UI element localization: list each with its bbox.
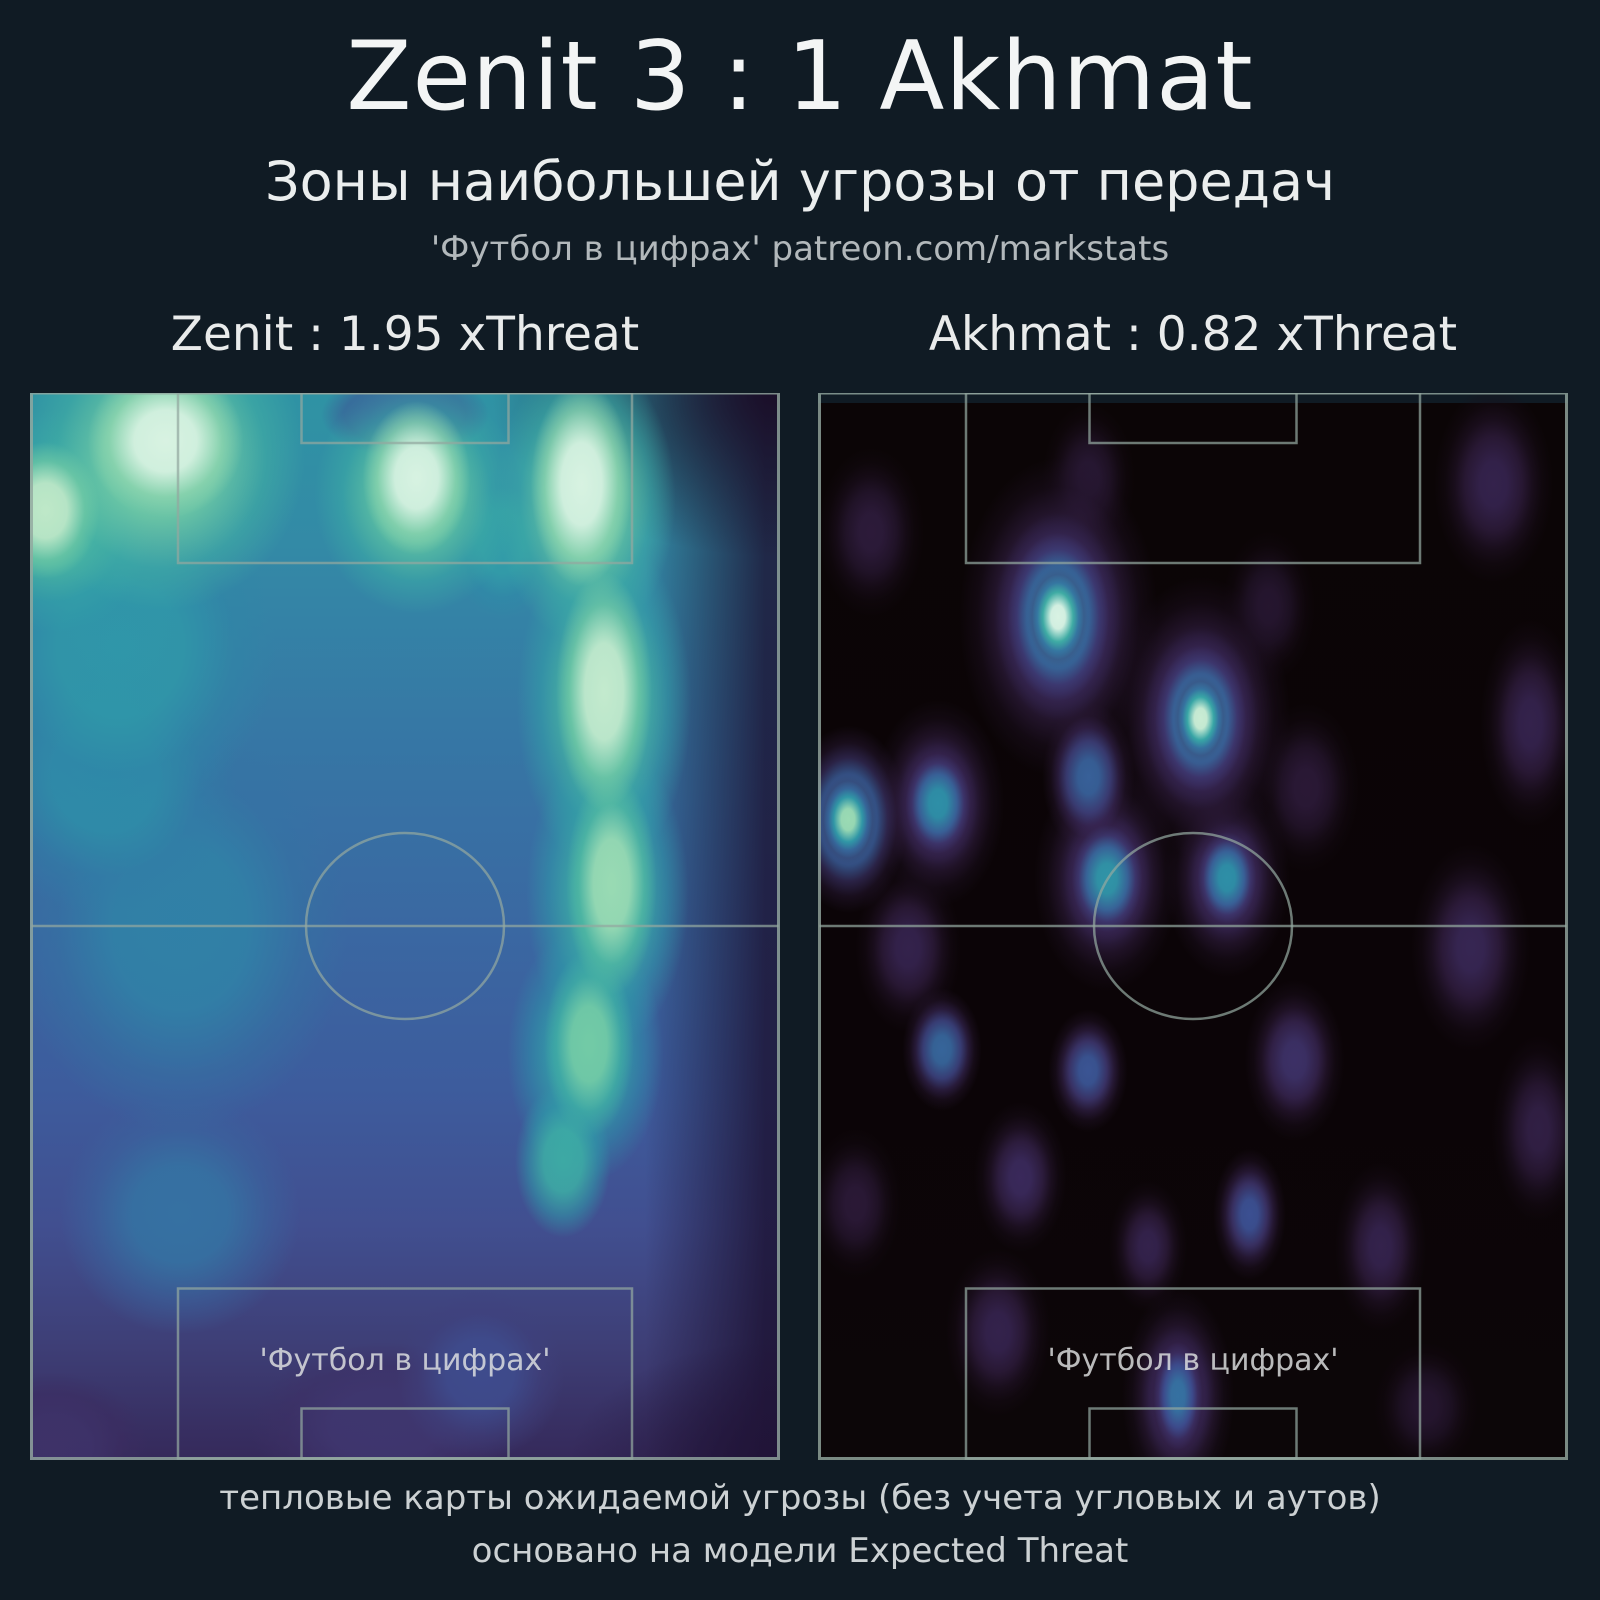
six-yard-box-bottom — [300, 1407, 510, 1460]
match-title: Zenit 3 : 1 Akhmat — [346, 22, 1254, 132]
penalty-box-top — [176, 393, 634, 565]
six-yard-box-top — [1088, 393, 1298, 445]
watermark-zenit: 'Футбол в цифрах' — [259, 1343, 551, 1378]
footer-note-2: основано на модели Expected Threat — [471, 1531, 1129, 1571]
penalty-box-top — [964, 393, 1422, 565]
pitch-lines-zenit — [30, 393, 780, 1460]
panel-title-zenit: Zenit : 1.95 xThreat — [170, 307, 640, 362]
pitch-zenit: 'Футбол в цифрах' — [30, 393, 780, 1460]
pitch-lines-akhmat — [818, 393, 1568, 1460]
footer-note-1: тепловые карты ожидаемой угрозы (без уче… — [219, 1478, 1381, 1518]
center-circle — [304, 831, 506, 1021]
credit-line: 'Футбол в цифрах' patreon.com/markstats — [430, 229, 1170, 269]
center-circle — [1092, 831, 1294, 1021]
panel-title-akhmat: Akhmat : 0.82 xThreat — [928, 307, 1458, 362]
watermark-akhmat: 'Футбол в цифрах' — [1047, 1343, 1339, 1378]
pitch-akhmat: 'Футбол в цифрах' — [818, 393, 1568, 1460]
match-subtitle: Зоны наибольшей угрозы от передач — [264, 150, 1335, 213]
six-yard-box-top — [300, 393, 510, 445]
six-yard-box-bottom — [1088, 1407, 1298, 1460]
